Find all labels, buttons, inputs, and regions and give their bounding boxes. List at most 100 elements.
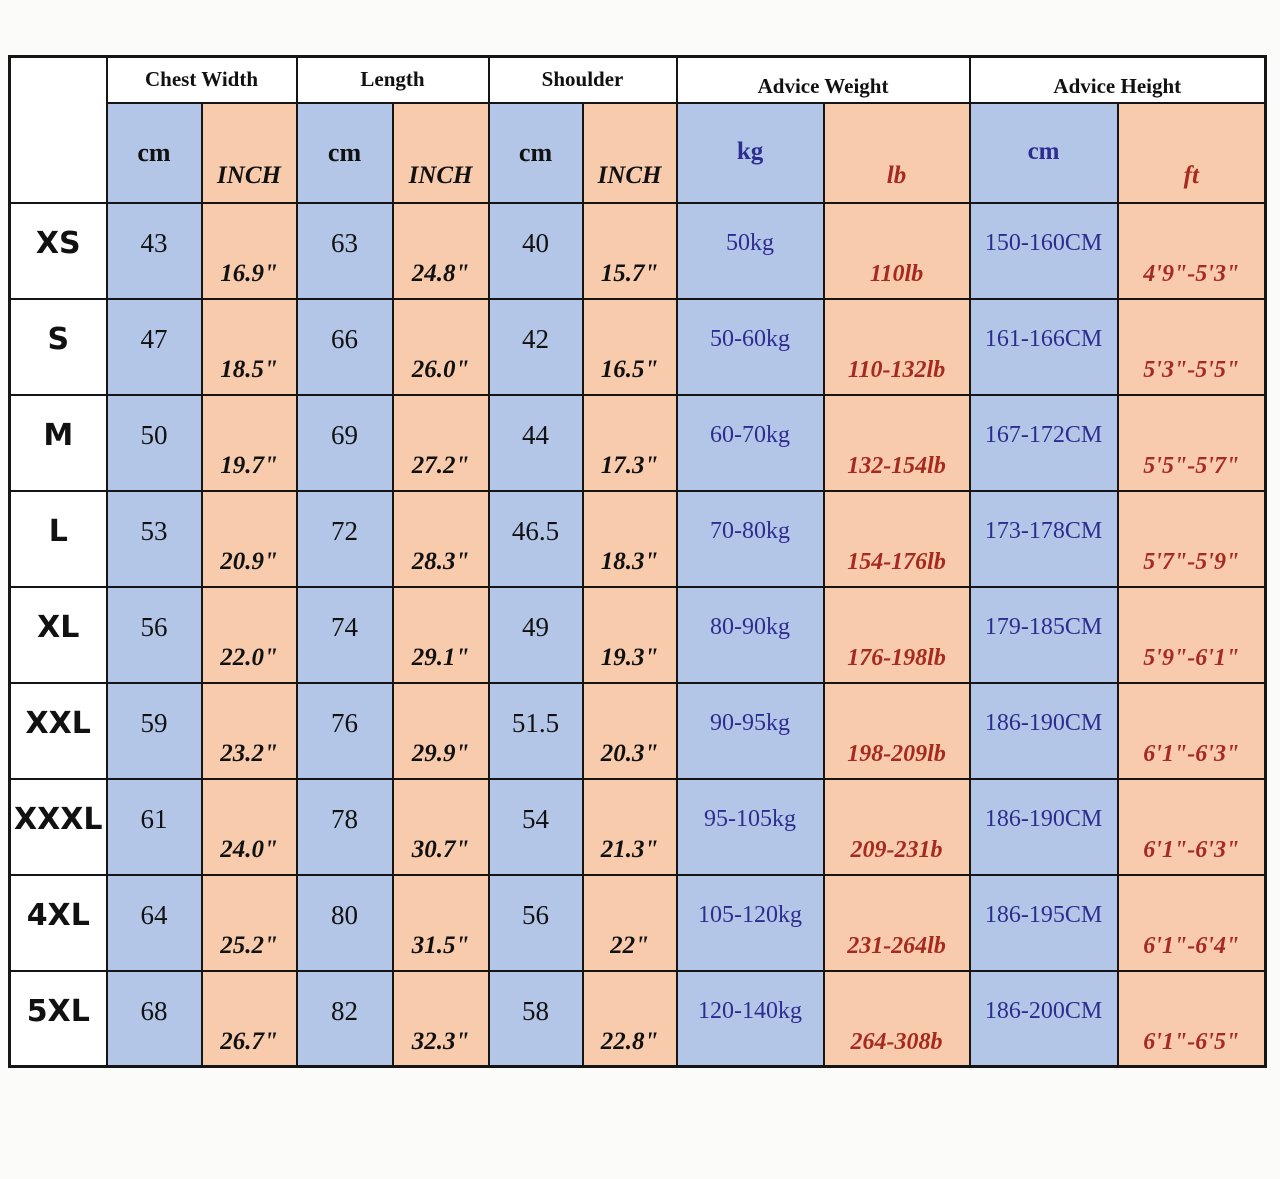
cell-value: 16.5" [600, 356, 659, 384]
size-chart-table: Chest Width Length Shoulder Advice Weigh… [8, 55, 1268, 1068]
cell-value: 61 [140, 804, 168, 835]
length-cm-cell: 63 [295, 201, 394, 300]
unit-label: lb [886, 162, 907, 190]
cell-value: 63 [331, 228, 359, 259]
length-cm-cell: 66 [295, 297, 394, 396]
table-body: XS 43 16.9" 63 24.8" 40 15.7" 50kg 110lb… [8, 201, 1267, 1068]
height-ft-cell: 5'3"-5'5" [1116, 297, 1267, 396]
height-ft-cell: 4'9"-5'3" [1116, 201, 1267, 300]
shoulder-header: Shoulder [487, 55, 678, 104]
cell-value: 209-231b [850, 836, 943, 863]
cell-value: 6'1"-6'3" [1143, 836, 1240, 863]
chest-inch-unit-cell: INCH [200, 101, 298, 204]
size-label: XXL [25, 705, 91, 741]
weight-kg-cell: 105-120kg [675, 873, 825, 972]
length-inch-cell: 29.9" [391, 681, 490, 780]
chest-inch-cell: 25.2" [200, 873, 298, 972]
shoulder-inch-cell: 22" [581, 873, 678, 972]
unit-label: cm [327, 137, 362, 167]
cell-value: 70-80kg [710, 517, 791, 544]
height-cm-cell: 150-160CM [968, 201, 1119, 300]
table-row: XS 43 16.9" 63 24.8" 40 15.7" 50kg 110lb… [8, 201, 1267, 300]
shoulder-inch-cell: 19.3" [581, 585, 678, 684]
size-cell: 5XL [8, 969, 108, 1068]
chest-inch-cell: 19.7" [200, 393, 298, 492]
shoulder-cm-cell: 56 [487, 873, 584, 972]
cell-value: 82 [331, 996, 359, 1027]
chest-inch-cell: 22.0" [200, 585, 298, 684]
cell-value: 27.2" [411, 452, 470, 480]
cell-value: 18.3" [600, 548, 659, 576]
size-label: 5XL [26, 993, 90, 1029]
unit-label: cm [518, 137, 553, 167]
size-label: XXXL [13, 801, 103, 837]
cell-value: 15.7" [600, 260, 659, 288]
length-cm-cell: 76 [295, 681, 394, 780]
cell-value: 173-178CM [984, 517, 1103, 544]
chest-cm-cell: 43 [105, 201, 203, 300]
cell-value: 198-209lb [847, 740, 946, 767]
cell-value: 28.3" [411, 548, 470, 576]
weight-lb-cell: 132-154lb [822, 393, 971, 492]
cell-value: 120-140kg [698, 997, 803, 1024]
length-cm-cell: 78 [295, 777, 394, 876]
shoulder-cm-cell: 46.5 [487, 489, 584, 588]
cell-value: 6'1"-6'4" [1143, 932, 1240, 959]
height-cm-cell: 186-190CM [968, 681, 1119, 780]
cell-value: 22" [610, 932, 649, 960]
advice-weight-header: Advice Weight [675, 55, 971, 104]
weight-lb-cell: 198-209lb [822, 681, 971, 780]
cell-value: 56 [522, 900, 550, 931]
shoulder-inch-cell: 22.8" [581, 969, 678, 1068]
weight-lb-cell: 264-308b [822, 969, 971, 1068]
size-cell: S [8, 297, 108, 396]
height-cm-cell: 173-178CM [968, 489, 1119, 588]
length-header: Length [295, 55, 490, 104]
cell-value: 179-185CM [984, 613, 1103, 640]
table-row: XL 56 22.0" 74 29.1" 49 19.3" 80-90kg 17… [8, 585, 1267, 684]
cell-value: 23.2" [220, 740, 278, 768]
cell-value: 50kg [726, 229, 775, 256]
cell-value: 29.9" [411, 740, 470, 768]
height-ft-cell: 6'1"-6'5" [1116, 969, 1267, 1068]
cell-value: 59 [140, 708, 168, 739]
group-label: Shoulder [541, 67, 624, 92]
cell-value: 24.0" [220, 836, 278, 864]
height-cm-cell: 167-172CM [968, 393, 1119, 492]
weight-kg-cell: 50-60kg [675, 297, 825, 396]
shoulder-cm-cell: 58 [487, 969, 584, 1068]
unit-label: INCH [597, 162, 662, 190]
cell-value: 167-172CM [984, 421, 1103, 448]
weight-lb-cell: 110lb [822, 201, 971, 300]
cell-value: 186-190CM [984, 805, 1103, 832]
shoulder-cm-cell: 51.5 [487, 681, 584, 780]
cell-value: 18.5" [220, 356, 278, 384]
cell-value: 5'9"-6'1" [1143, 644, 1240, 671]
cell-value: 47 [140, 324, 168, 355]
unit-label: ft [1183, 162, 1199, 190]
size-cell: L [8, 489, 108, 588]
cell-value: 76 [331, 708, 359, 739]
cell-value: 49 [522, 612, 550, 643]
cell-value: 24.8" [411, 260, 470, 288]
height-cm-cell: 161-166CM [968, 297, 1119, 396]
cell-value: 110-132lb [847, 356, 946, 383]
height-cm-cell: 186-190CM [968, 777, 1119, 876]
chest-cm-unit-cell: cm [105, 101, 203, 204]
advice-height-header: Advice Height [968, 55, 1267, 104]
weight-lb-cell: 209-231b [822, 777, 971, 876]
size-label: L [48, 513, 68, 549]
size-cell: XXXL [8, 777, 108, 876]
table-header: Chest Width Length Shoulder Advice Weigh… [8, 55, 1267, 204]
cell-value: 66 [331, 324, 359, 355]
chest-cm-cell: 59 [105, 681, 203, 780]
length-cm-cell: 74 [295, 585, 394, 684]
length-inch-cell: 29.1" [391, 585, 490, 684]
cell-value: 26.7" [220, 1028, 278, 1056]
weight-lb-unit-cell: lb [822, 101, 971, 204]
shoulder-cm-unit-cell: cm [487, 101, 584, 204]
size-column-header [8, 55, 108, 204]
group-header-row: Chest Width Length Shoulder Advice Weigh… [8, 55, 1267, 204]
shoulder-inch-cell: 17.3" [581, 393, 678, 492]
length-inch-cell: 24.8" [391, 201, 490, 300]
